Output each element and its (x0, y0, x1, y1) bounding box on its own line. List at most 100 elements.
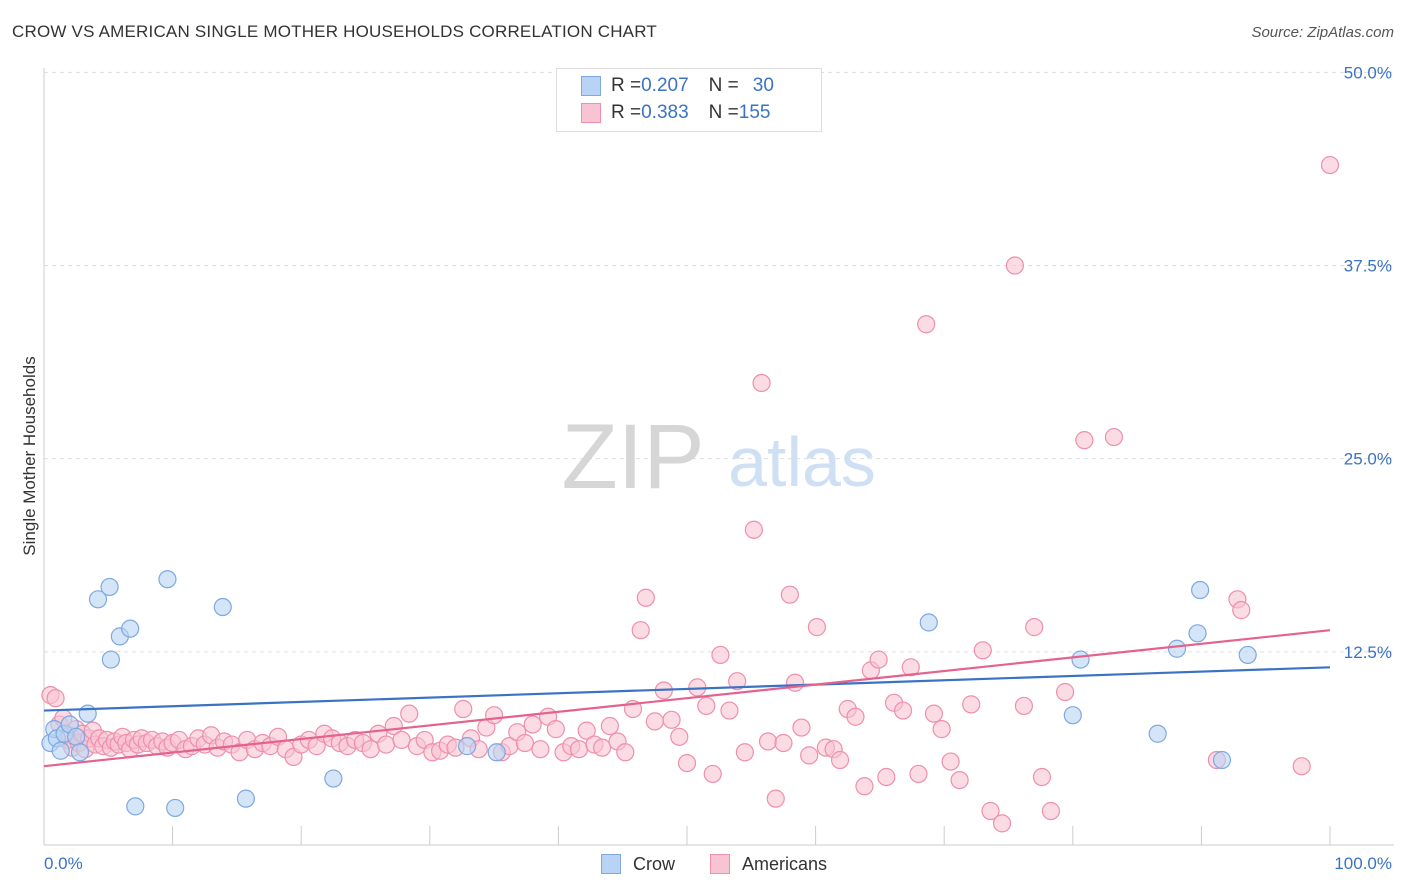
legend-item-crow[interactable]: Crow (601, 852, 675, 876)
americans-point (376, 735, 396, 754)
crow-r-value: 0.207 (641, 75, 689, 96)
legend-americans-label: Americans (742, 853, 828, 874)
americans-point (703, 764, 722, 784)
americans-point (735, 743, 754, 762)
tick-labels: 12.5% 25.0% 37.5% 50.0% 0.0% 100.0% (44, 63, 1392, 873)
americans-point (392, 730, 411, 750)
americans-point (593, 738, 612, 757)
crow-point (1167, 639, 1187, 658)
y-tick-label: 12.5% (1344, 643, 1392, 662)
crow-point (213, 597, 232, 617)
americans-point (981, 801, 1000, 821)
stats-row-crow: R = 0.207 N = 30 (581, 73, 774, 99)
crow-point (101, 650, 120, 669)
americans-point (992, 814, 1012, 833)
crow-point (1188, 624, 1207, 643)
crow-point (1191, 580, 1210, 600)
americans-point (1292, 757, 1311, 776)
americans-point (531, 740, 550, 759)
americans-point (807, 618, 826, 637)
y-tick-label: 50.0% (1344, 63, 1392, 82)
americans-point (1025, 618, 1044, 637)
americans-point (677, 754, 697, 773)
y-tick-label: 37.5% (1344, 257, 1392, 276)
americans-n-value: 155 (738, 102, 771, 123)
crow-point (487, 743, 506, 762)
americans-point (720, 701, 739, 720)
americans-point (631, 621, 650, 640)
americans-point (515, 733, 535, 753)
americans-point (877, 767, 896, 787)
americans-point (636, 588, 655, 607)
crow-point (1212, 750, 1232, 770)
crow-point (919, 613, 938, 632)
crow-point (158, 570, 177, 589)
crow-n-value: 30 (752, 75, 774, 96)
americans-point (792, 718, 811, 737)
americans-point (1055, 682, 1075, 702)
americans-point (780, 585, 799, 604)
americans-point (893, 701, 913, 720)
americans-point (941, 752, 960, 771)
crow-point (1063, 706, 1082, 725)
americans-swatch (581, 103, 601, 123)
crow-point (166, 798, 185, 818)
americans-n-label: N = (708, 102, 739, 123)
americans-point (909, 764, 928, 784)
legend-crow-swatch (601, 854, 621, 874)
americans-point (577, 721, 596, 740)
americans-point (569, 740, 589, 759)
legend-item-americans[interactable]: Americans (710, 852, 827, 876)
americans-point (950, 770, 969, 790)
stats-row-americans: R = 0.383 N = 155 (581, 100, 770, 126)
americans-point (800, 746, 819, 765)
americans-point (917, 315, 936, 334)
legend-crow-label: Crow (633, 853, 676, 874)
americans-point (697, 696, 716, 716)
americans-point (361, 740, 380, 759)
axis-layer (43, 68, 1394, 846)
americans-point (454, 699, 473, 719)
crow-point (1148, 724, 1167, 743)
x-tick-label: 0.0% (44, 854, 83, 873)
americans-point (46, 689, 65, 708)
americans-point (523, 715, 542, 734)
americans-point (711, 645, 730, 665)
americans-point (546, 720, 565, 739)
americans-point (1014, 696, 1034, 716)
chart-title: CROW VS AMERICAN SINGLE MOTHER HOUSEHOLD… (12, 22, 657, 41)
americans-point (766, 789, 785, 808)
crow-point (78, 704, 97, 723)
grid-layer (44, 71, 1394, 653)
americans-point (1320, 155, 1340, 175)
americans-point (846, 707, 865, 726)
crow-n-label: N = (708, 75, 739, 96)
crow-point (126, 797, 145, 816)
americans-point (869, 650, 888, 669)
crow-point (100, 577, 119, 597)
points-layer (41, 155, 1340, 833)
crow-point (1071, 650, 1090, 669)
watermark-zip: ZIP (561, 406, 704, 508)
americans-point (1005, 256, 1025, 275)
watermark-atlas: atlas (728, 423, 876, 501)
crow-point (324, 769, 343, 788)
americans-point (616, 743, 635, 762)
crow-r-label: R = (611, 75, 642, 96)
americans-point (485, 706, 504, 725)
crow-point (51, 741, 70, 760)
watermark: ZIP atlas (561, 406, 876, 508)
americans-trendline (43, 629, 1331, 768)
crow-point (121, 619, 140, 638)
americans-point (645, 712, 664, 731)
americans-point (924, 704, 944, 723)
trend-layer (43, 629, 1331, 768)
americans-point (744, 520, 763, 539)
americans-r-value: 0.383 (641, 102, 689, 123)
americans-point (855, 777, 874, 796)
legend-americans-swatch (710, 854, 730, 874)
americans-point (1075, 431, 1094, 450)
americans-r-label: R = (611, 102, 642, 123)
crow-point (1238, 645, 1257, 665)
